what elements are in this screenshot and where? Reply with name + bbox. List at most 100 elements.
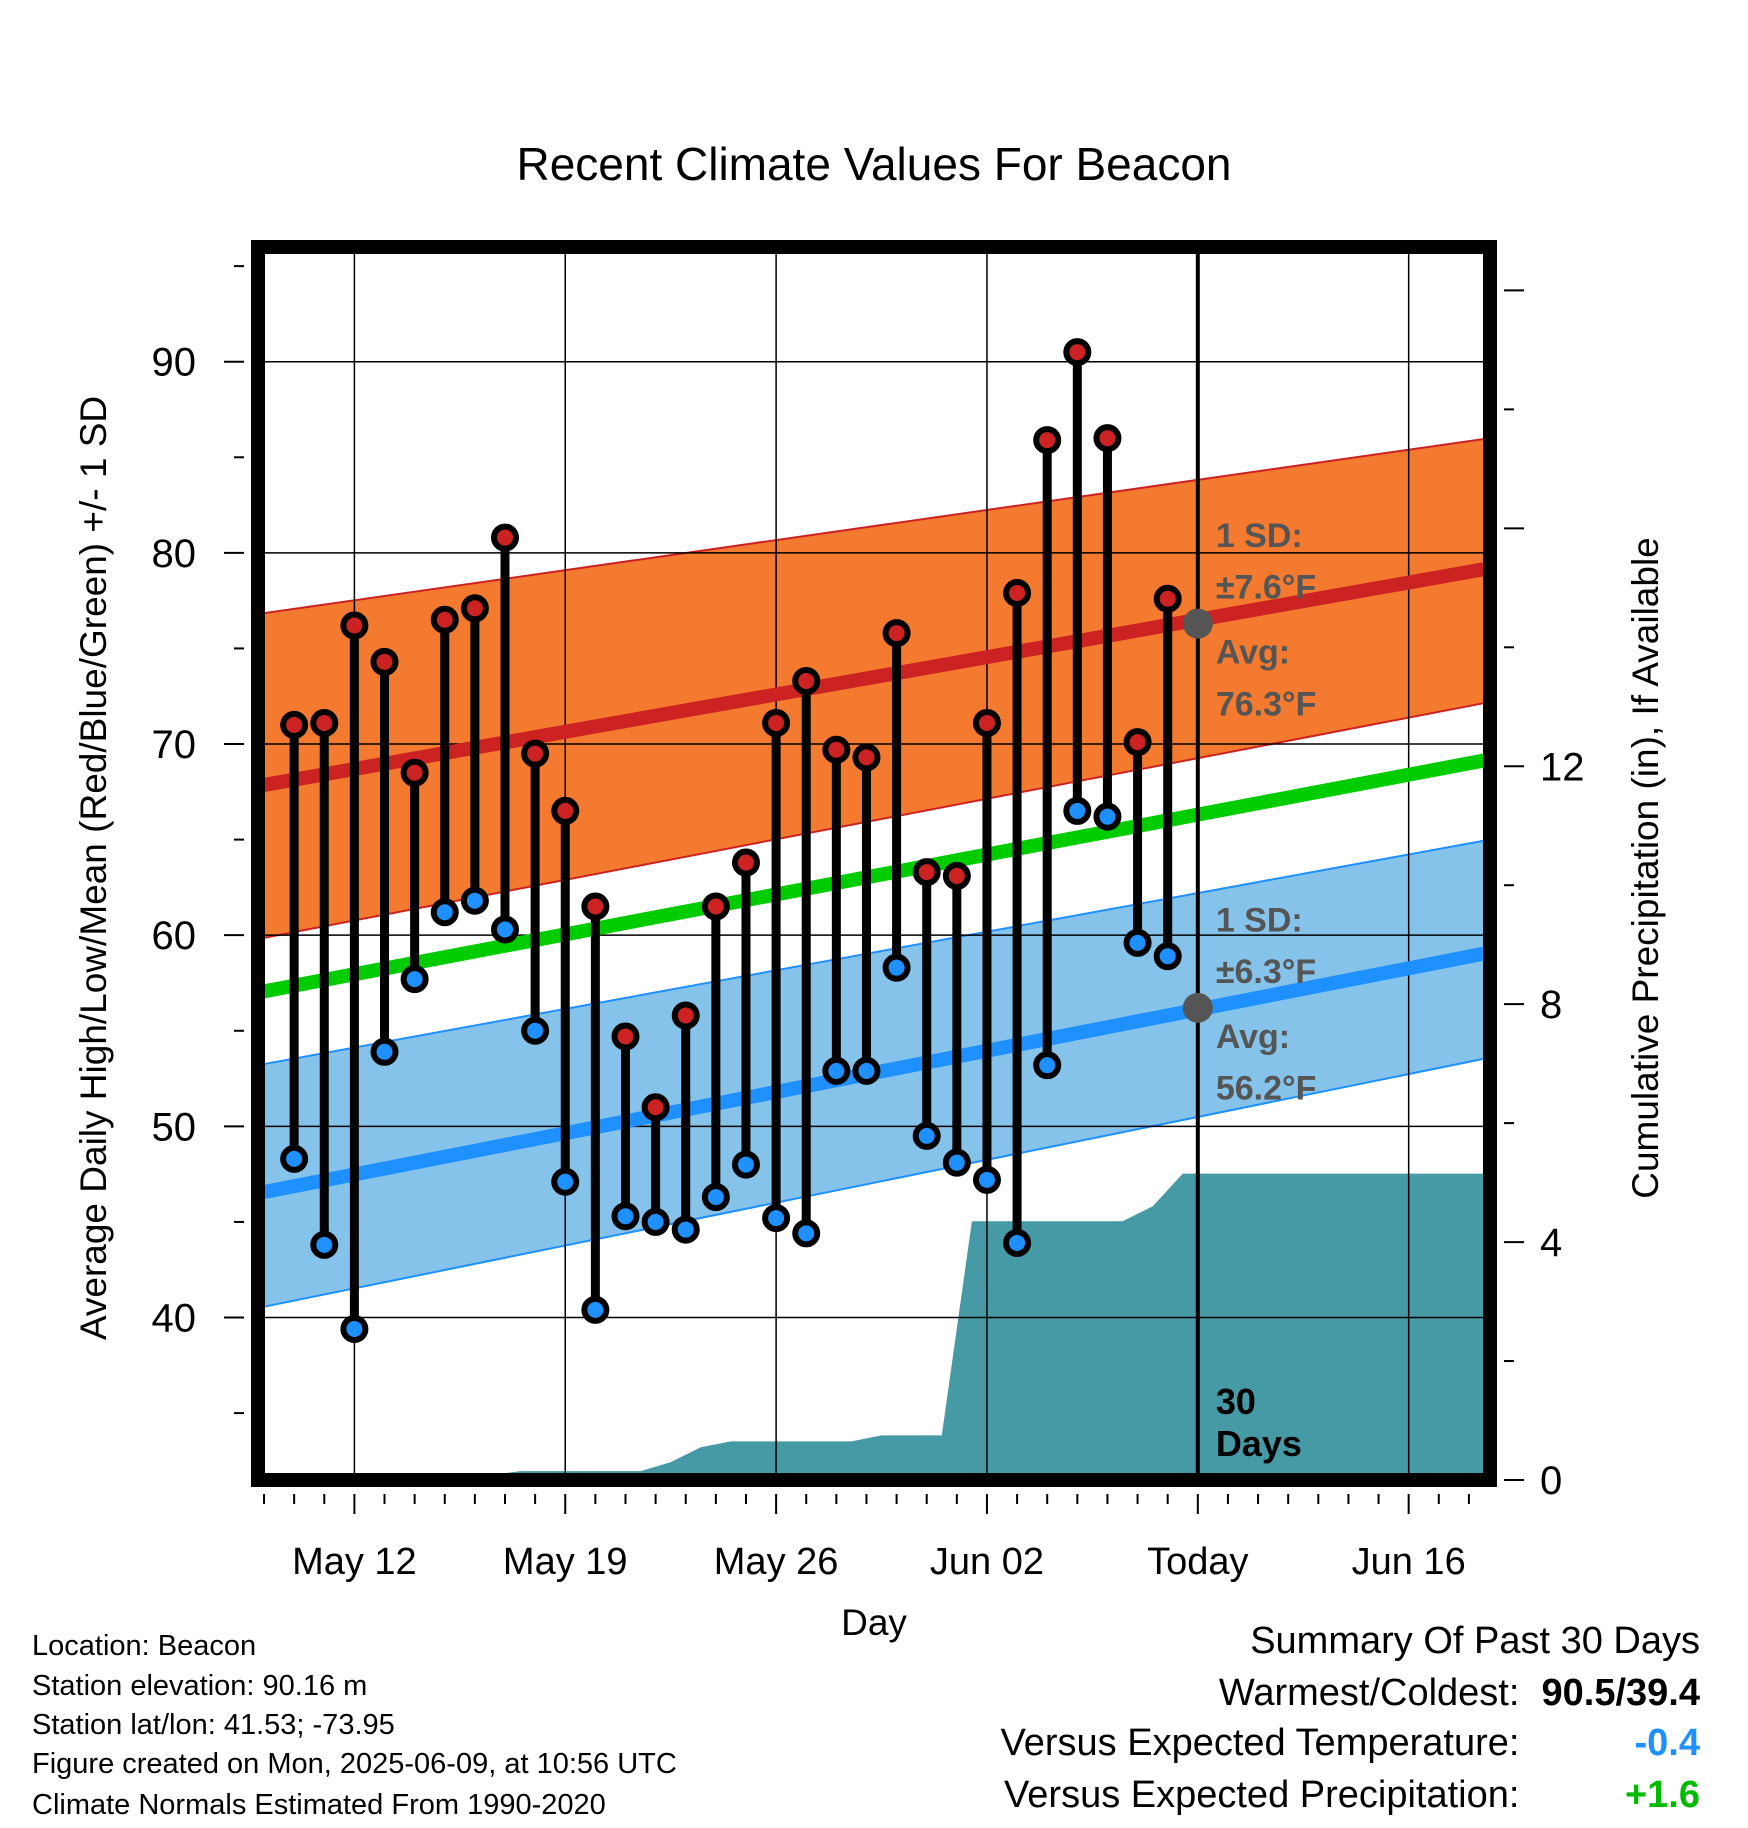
summary-title: Summary Of Past 30 Days bbox=[1250, 1620, 1700, 1662]
y-tick-label: 50 bbox=[152, 1105, 197, 1149]
x-tick-label: Today bbox=[1147, 1541, 1248, 1583]
precip-value: +1.6 bbox=[1624, 1774, 1700, 1816]
high-point bbox=[581, 892, 610, 921]
high-avg-label: Avg: bbox=[1216, 634, 1290, 672]
high-point bbox=[731, 848, 760, 877]
low-sd-label: 1 SD: bbox=[1216, 901, 1303, 939]
low-point bbox=[1033, 1051, 1062, 1080]
high-point bbox=[822, 735, 851, 764]
high-point bbox=[1123, 728, 1152, 757]
low-point bbox=[1123, 928, 1152, 957]
low-point bbox=[701, 1183, 730, 1212]
location-text: Location: Beacon bbox=[32, 1630, 257, 1662]
normals-text: Climate Normals Estimated From 1990-2020 bbox=[32, 1789, 606, 1821]
high-point bbox=[942, 861, 971, 890]
low-point bbox=[491, 915, 520, 944]
y2-axis-label: Cumulative Precipitation (in), If Availa… bbox=[1625, 537, 1666, 1199]
low-avg-label: Avg: bbox=[1216, 1018, 1290, 1056]
y2-tick-label: 0 bbox=[1540, 1459, 1562, 1503]
high-point bbox=[792, 666, 821, 695]
low-point bbox=[1093, 802, 1122, 831]
low-point bbox=[731, 1150, 760, 1179]
high-sd-value: ±7.6°F bbox=[1216, 569, 1316, 607]
x-tick-label: May 12 bbox=[292, 1541, 417, 1583]
low-point bbox=[1153, 942, 1182, 971]
y-axis-label: Average Daily High/Low/Mean (Red/Blue/Gr… bbox=[73, 396, 114, 1340]
high-point bbox=[1093, 424, 1122, 453]
today-low-avg-marker bbox=[1182, 992, 1213, 1023]
high-point bbox=[310, 708, 339, 737]
low-point bbox=[1003, 1228, 1032, 1257]
high-point bbox=[701, 892, 730, 921]
days-label-number: 30 bbox=[1216, 1381, 1256, 1422]
plot-frame bbox=[251, 240, 1497, 1487]
low-point bbox=[460, 886, 489, 915]
high-point bbox=[521, 739, 550, 768]
y2-tick-label: 12 bbox=[1540, 745, 1585, 789]
chart-title: Recent Climate Values For Beacon bbox=[516, 138, 1231, 190]
low-point bbox=[641, 1207, 670, 1236]
high-sd-label: 1 SD: bbox=[1216, 517, 1303, 555]
high-point bbox=[671, 1001, 700, 1030]
low-point bbox=[551, 1167, 580, 1196]
y-tick-label: 40 bbox=[152, 1297, 197, 1341]
low-point bbox=[882, 953, 911, 982]
low-point bbox=[852, 1056, 881, 1085]
today-high-avg-marker bbox=[1182, 608, 1213, 639]
high-point bbox=[340, 611, 369, 640]
x-tick-label: Jun 16 bbox=[1352, 1541, 1466, 1583]
low-sd-value: ±6.3°F bbox=[1216, 953, 1316, 991]
low-point bbox=[762, 1204, 791, 1233]
low-point bbox=[400, 965, 429, 994]
y-tick-label: 60 bbox=[152, 914, 197, 958]
y2-tick-label: 8 bbox=[1540, 983, 1562, 1027]
low-point bbox=[972, 1165, 1001, 1194]
high-normal-line bbox=[256, 561, 1492, 793]
high-point bbox=[852, 743, 881, 772]
high-point bbox=[972, 708, 1001, 737]
x-tick-label: Jun 02 bbox=[930, 1541, 1044, 1583]
y-tick-label: 70 bbox=[152, 723, 197, 767]
x-tick-label: May 19 bbox=[503, 1541, 628, 1583]
x-tick-label: May 26 bbox=[714, 1541, 839, 1583]
high-point bbox=[882, 619, 911, 648]
days-label-text: Days bbox=[1216, 1423, 1302, 1464]
high-point bbox=[1063, 338, 1092, 367]
y2-tick-label: 4 bbox=[1540, 1221, 1562, 1265]
created-text: Figure created on Mon, 2025-06-09, at 10… bbox=[32, 1748, 677, 1780]
low-point bbox=[370, 1037, 399, 1066]
low-point bbox=[340, 1314, 369, 1343]
precip-label: Versus Expected Precipitation: bbox=[1004, 1774, 1520, 1816]
high-point bbox=[611, 1022, 640, 1051]
elevation-text: Station elevation: 90.16 m bbox=[32, 1670, 368, 1702]
warm-cold-value: 90.5/39.4 bbox=[1541, 1672, 1700, 1714]
mean-normal-line bbox=[256, 752, 1492, 1000]
high-point bbox=[551, 796, 580, 825]
low-point bbox=[942, 1148, 971, 1177]
high-point bbox=[641, 1093, 670, 1122]
low-point bbox=[611, 1202, 640, 1231]
plot-area: 1 SD: ±7.6°F Avg: 76.3°F 1 SD: ±6.3°F Avg: 56.2… bbox=[152, 240, 1585, 1583]
low-point bbox=[912, 1121, 941, 1150]
low-avg-value: 56.2°F bbox=[1216, 1070, 1317, 1108]
low-point bbox=[581, 1295, 610, 1324]
high-point bbox=[491, 523, 520, 552]
temp-label: Versus Expected Temperature: bbox=[1000, 1722, 1520, 1764]
y-tick-label: 80 bbox=[152, 532, 197, 576]
high-point bbox=[1033, 426, 1062, 455]
high-point bbox=[1003, 579, 1032, 608]
precipitation-area bbox=[258, 1173, 1490, 1480]
high-point bbox=[912, 858, 941, 887]
high-avg-value: 76.3°F bbox=[1216, 685, 1317, 723]
low-point bbox=[1063, 796, 1092, 825]
summary-precip: Versus Expected Precipitation: +1.6 bbox=[1004, 1774, 1700, 1817]
low-point bbox=[310, 1230, 339, 1259]
low-point bbox=[671, 1215, 700, 1244]
high-point bbox=[280, 710, 309, 739]
low-point bbox=[792, 1219, 821, 1248]
low-point bbox=[430, 898, 459, 927]
low-point bbox=[521, 1016, 550, 1045]
high-point bbox=[762, 708, 791, 737]
x-axis-label: Day bbox=[841, 1602, 907, 1643]
